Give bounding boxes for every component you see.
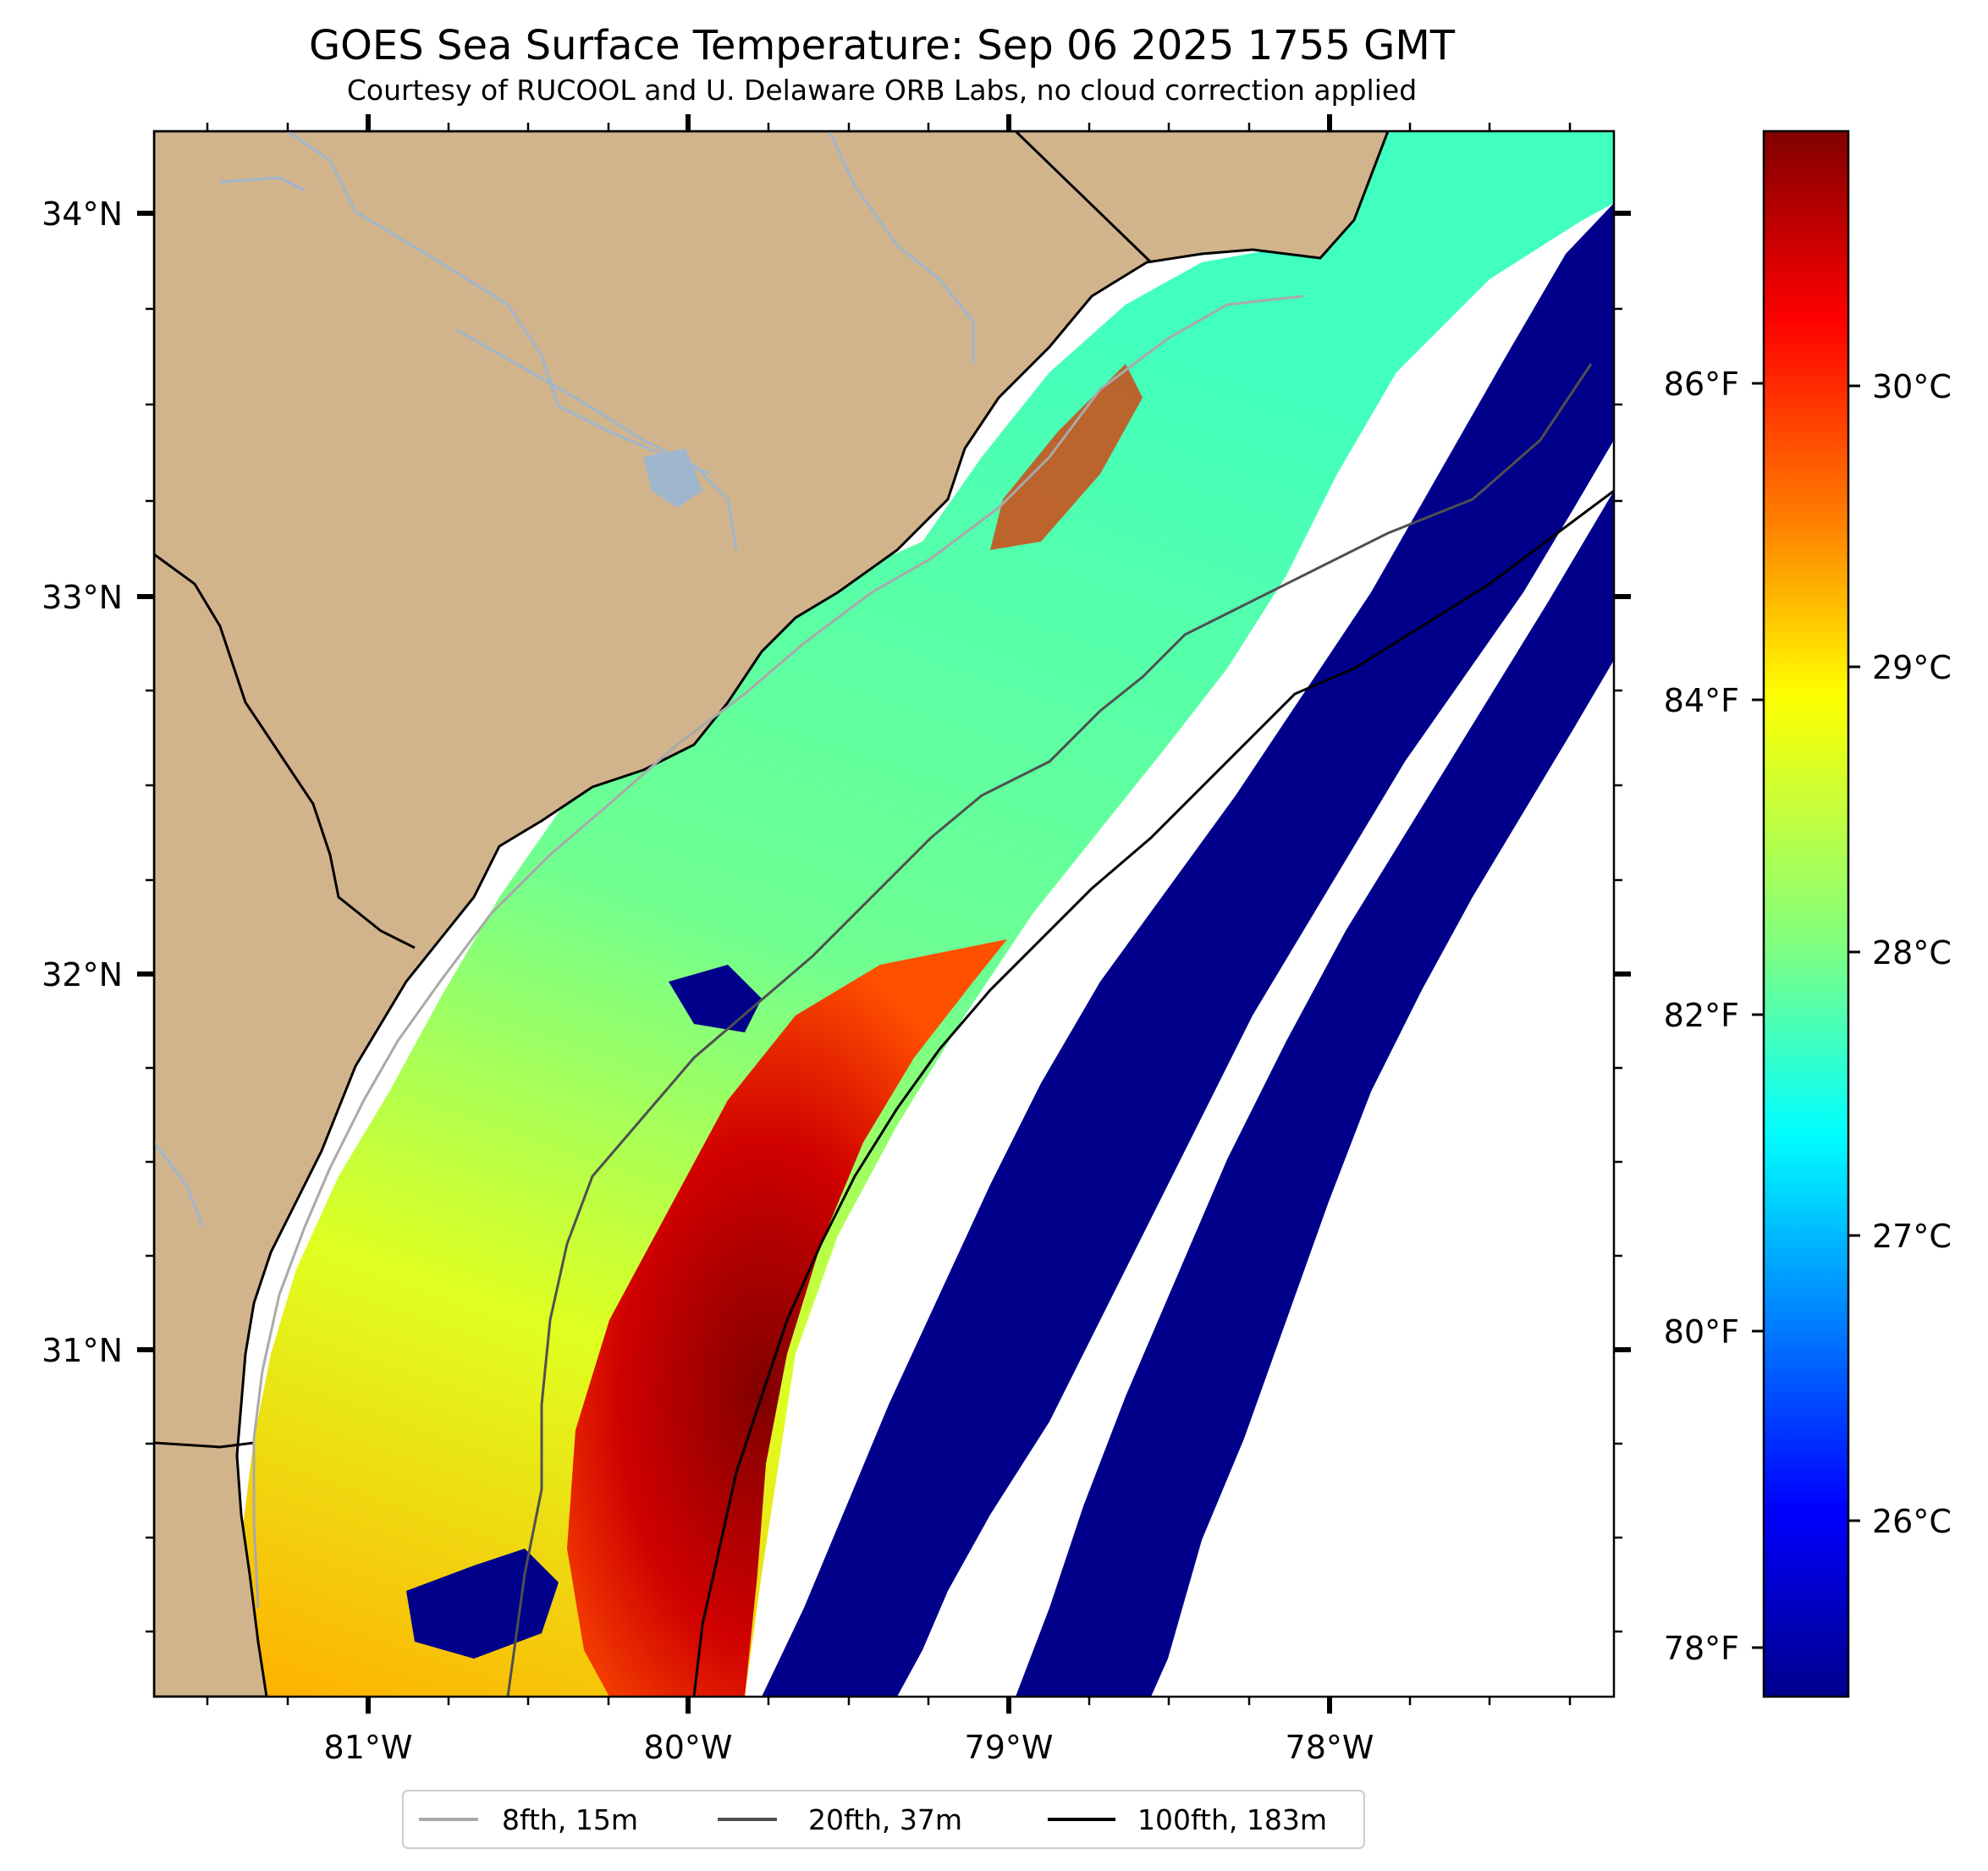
colorbar-f-80: 80°F: [1664, 1313, 1739, 1351]
reservoir: [643, 448, 702, 508]
offshore-cold-water: [762, 203, 1614, 1697]
colorbar-c-30: 30°C: [1872, 368, 1952, 405]
cold-pool-south: [406, 1549, 559, 1659]
colorbar-c-27: 27°C: [1872, 1218, 1952, 1255]
legend-label-20fth: 20fth, 37m: [808, 1803, 962, 1836]
far-offshore-cold: [1016, 491, 1614, 1697]
isobaths: [252, 294, 1614, 1697]
lat-label-32n: 32°N: [41, 956, 123, 993]
lat-label-31n: 31°N: [41, 1332, 123, 1369]
lon-label-81w: 81°W: [324, 1729, 413, 1766]
map-frame: [152, 129, 1616, 1698]
legend-label-100fth: 100fth, 183m: [1137, 1803, 1327, 1836]
lon-label-80w: 80°W: [644, 1729, 733, 1766]
state-borders: [154, 131, 1153, 1449]
map-subtitle: Courtesy of RUCOOL and U. Delaware ORB L…: [347, 74, 1417, 107]
isobath-20fth: [506, 363, 1593, 1697]
shelf-water: [241, 131, 1614, 1697]
lat-label-34n: 34°N: [41, 195, 123, 233]
colorbar-f-86: 86°F: [1664, 366, 1739, 403]
minor-ticks: [146, 123, 1622, 1705]
map-panel: [154, 131, 1614, 1697]
map-title: GOES Sea Surface Temperature: Sep 06 202…: [309, 22, 1456, 69]
lon-label-79w: 79°W: [965, 1729, 1054, 1766]
isobath-8fth: [252, 294, 1304, 1609]
cold-pool-central: [669, 965, 762, 1032]
land-area: [154, 131, 1390, 1697]
isobath-100fth: [692, 489, 1614, 1697]
legend-box: [402, 1790, 1365, 1849]
colorbar-f-82: 82°F: [1664, 997, 1739, 1034]
colorbar-c-26: 26°C: [1872, 1503, 1952, 1540]
legend-label-8fth: 8fth, 15m: [502, 1803, 638, 1836]
warm-patch-north: [990, 364, 1143, 550]
colorbar-f-84: 84°F: [1664, 682, 1739, 719]
colorbar-f-78: 78°F: [1664, 1630, 1739, 1667]
lat-major-ticks: [137, 211, 1631, 1352]
lon-label-78w: 78°W: [1286, 1729, 1374, 1766]
colorbar-c-29: 29°C: [1872, 649, 1952, 686]
lon-major-ticks: [366, 114, 1332, 1714]
colorbar: [1762, 129, 1850, 1698]
colorbar-c-28: 28°C: [1872, 934, 1952, 971]
colorbar-ticks: [1752, 382, 1860, 1649]
lat-label-33n: 33°N: [41, 579, 123, 616]
